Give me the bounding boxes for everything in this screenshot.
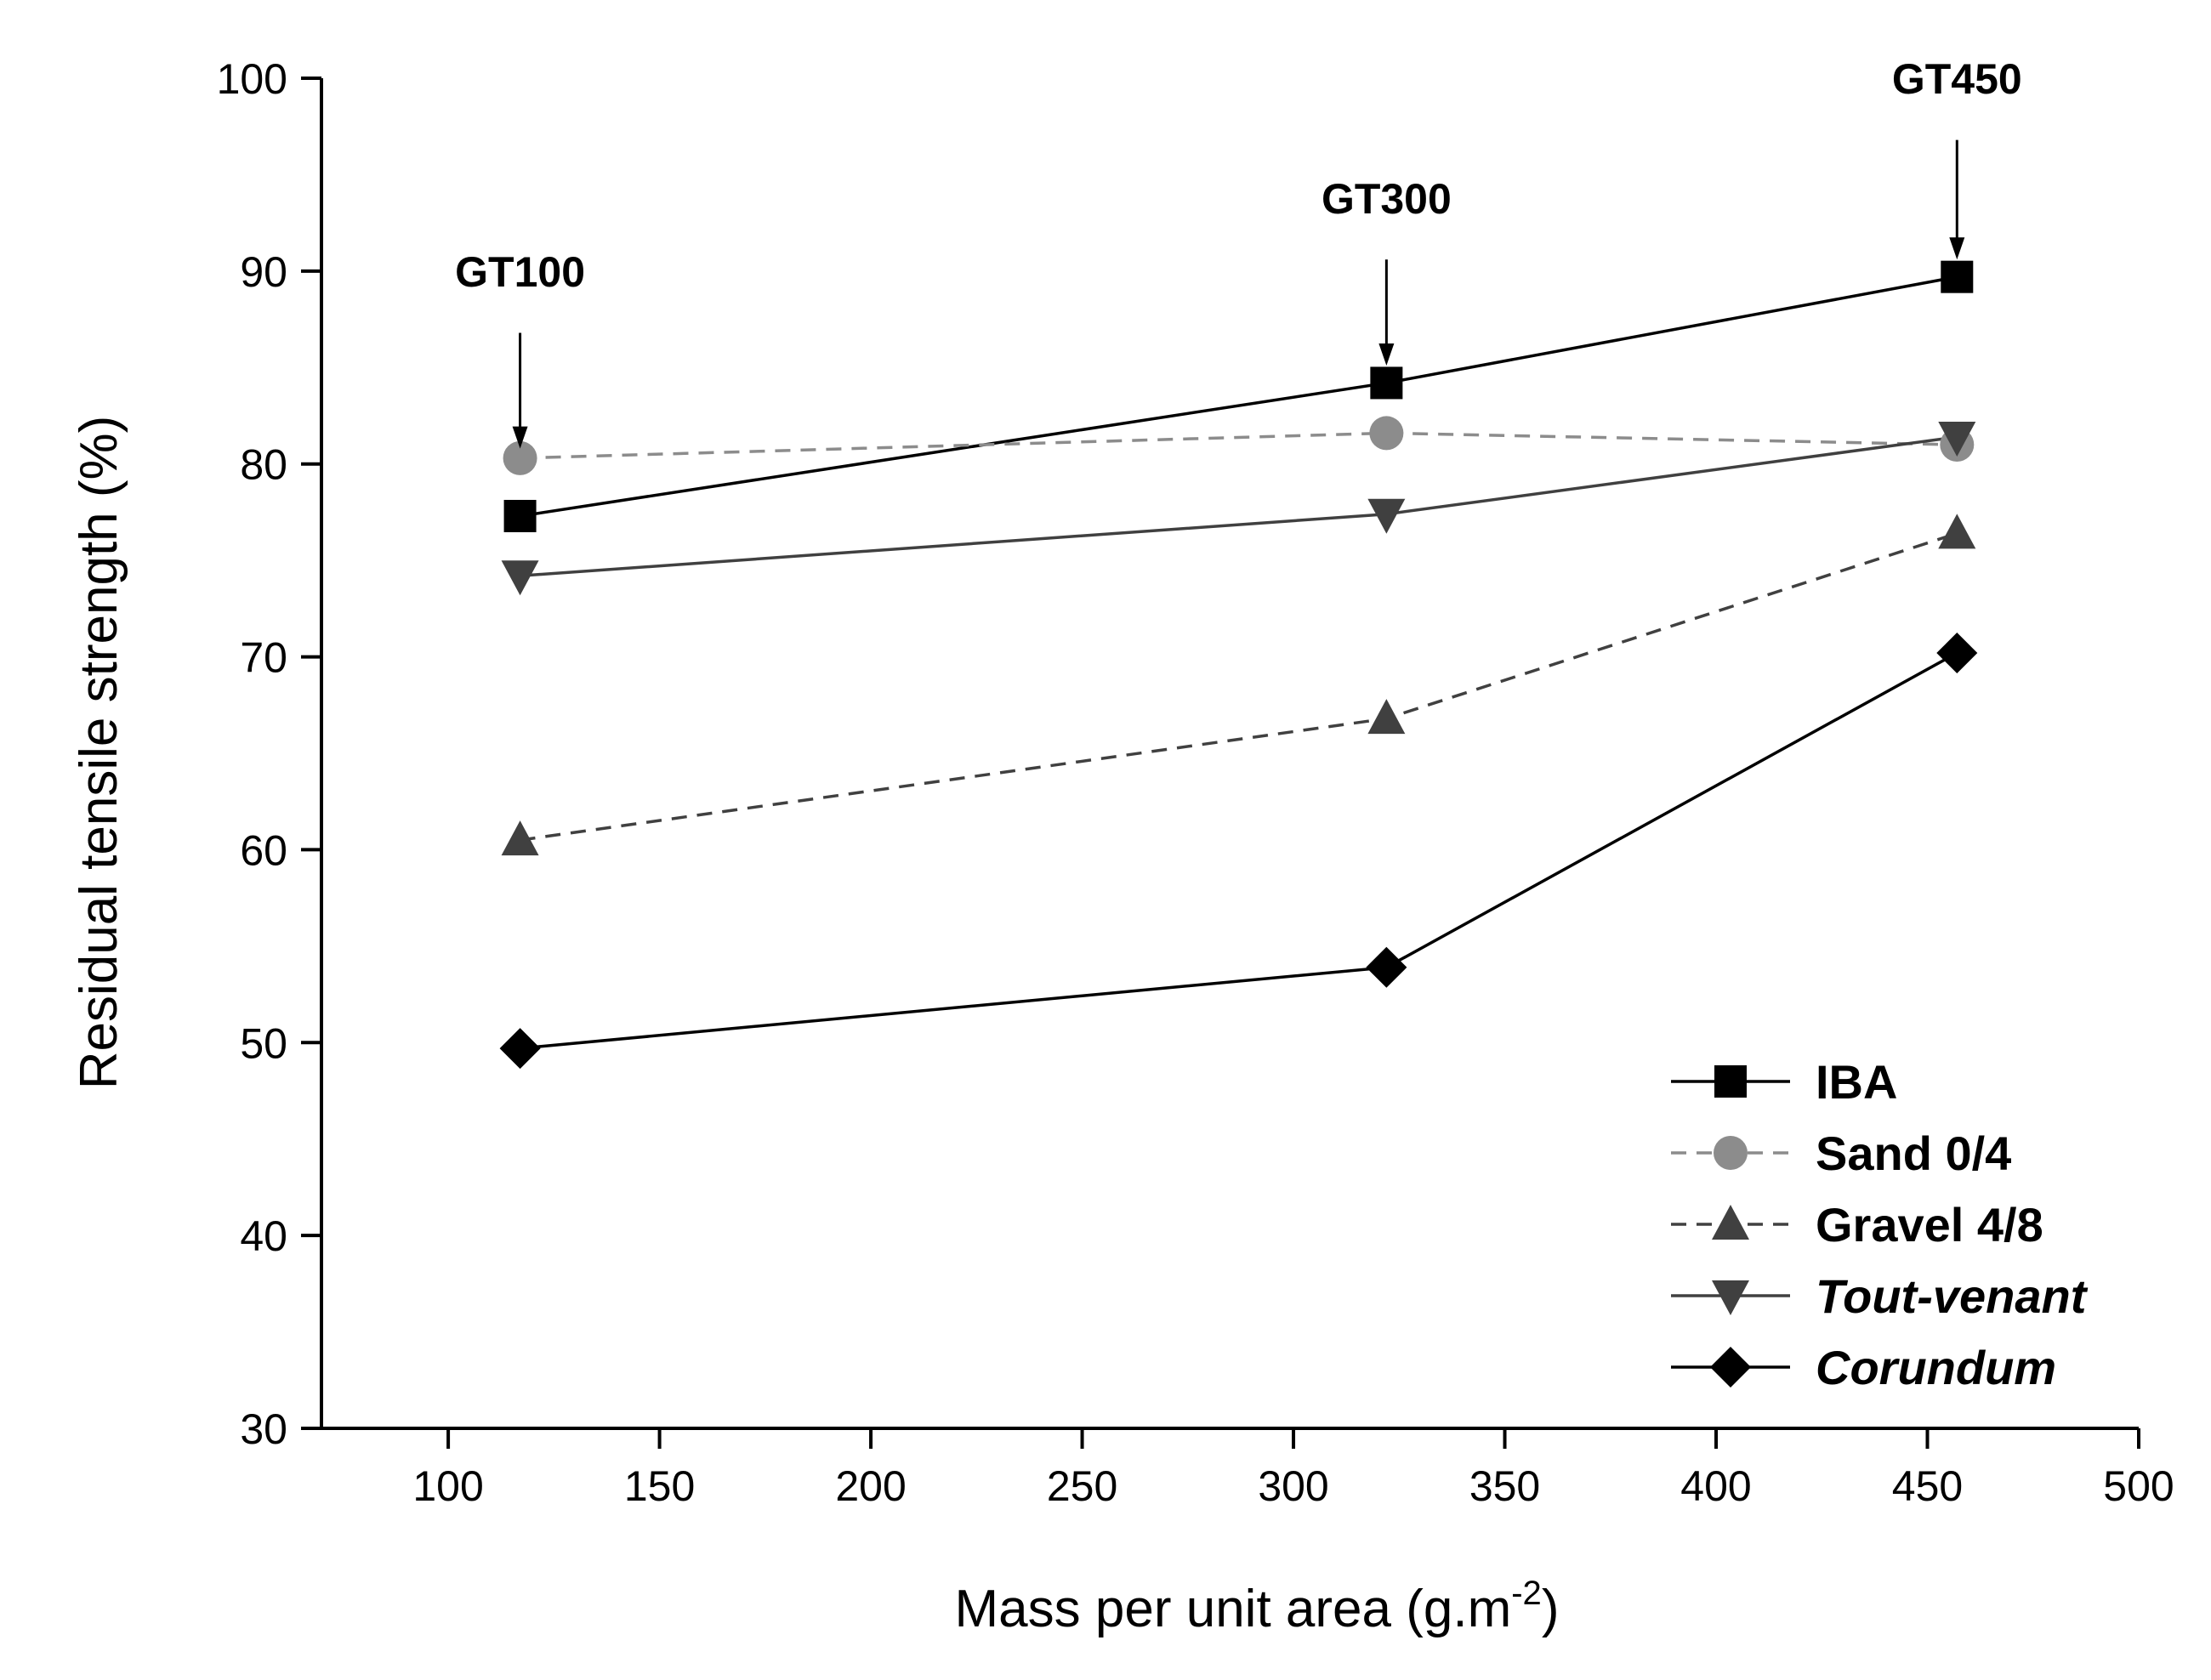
- y-tick-label: 50: [240, 1019, 287, 1067]
- legend-label-tout-venant: Tout-venant: [1816, 1269, 2089, 1323]
- data-point-corundum: [499, 1028, 541, 1070]
- legend-marker-gravel-4-8: [1712, 1205, 1749, 1240]
- data-point-tout-venant: [501, 560, 539, 596]
- data-point-gravel-4-8: [501, 820, 539, 856]
- legend-marker-corundum: [1710, 1347, 1751, 1388]
- x-axis-title: Mass per unit area (g.m-2): [955, 1575, 1560, 1638]
- legend-label-gravel-4-8: Gravel 4/8: [1816, 1198, 2043, 1251]
- series-line-iba: [520, 275, 1958, 518]
- x-tick-label: 400: [1680, 1462, 1751, 1510]
- series-line-corundum: [520, 651, 1958, 1050]
- x-tick-label: 150: [624, 1462, 695, 1510]
- y-tick-label: 90: [240, 248, 287, 296]
- legend-label-sand-0-4: Sand 0/4: [1816, 1127, 2011, 1180]
- data-point-iba: [1941, 260, 1974, 293]
- y-axis-title: Residual tensile strength (%): [70, 416, 128, 1090]
- annotations: GT100 GT300 GT450: [455, 55, 2022, 449]
- series-markers: [499, 260, 1978, 1070]
- legend-label-iba: IBA: [1816, 1055, 1897, 1109]
- annotation-arrowhead-gt450: [1949, 237, 1965, 260]
- series-line-sand-0-4: [520, 431, 1958, 460]
- data-point-sand-0-4: [503, 440, 537, 475]
- axes: [320, 78, 2139, 1430]
- x-tick-label: 100: [412, 1462, 483, 1510]
- x-tick-label: 450: [1892, 1462, 1963, 1510]
- x-tick-label: 300: [1258, 1462, 1328, 1510]
- legend-marker-iba: [1714, 1065, 1747, 1098]
- annotation-label-gt100: GT100: [455, 248, 585, 296]
- y-tick-label: 70: [240, 634, 287, 682]
- data-point-corundum: [1936, 633, 1978, 674]
- y-tick-label: 40: [240, 1212, 287, 1260]
- annotation-label-gt450: GT450: [1892, 55, 2022, 103]
- legend-marker-tout-venant: [1712, 1280, 1749, 1315]
- data-point-gravel-4-8: [1367, 699, 1406, 735]
- data-point-gravel-4-8: [1938, 514, 1976, 549]
- x-tick-label: 350: [1469, 1462, 1540, 1510]
- series-line-gravel-4-8: [520, 531, 1958, 842]
- annotation-label-gt300: GT300: [1321, 175, 1452, 223]
- y-tick-label: 60: [240, 826, 287, 874]
- legend: IBA Sand 0/4 Gravel 4/8 Tout-venant Corundum: [1671, 1055, 2089, 1394]
- y-tick-label: 100: [217, 55, 287, 103]
- legend-marker-sand-0-4: [1714, 1136, 1748, 1170]
- data-point-tout-venant: [1367, 498, 1406, 534]
- x-tick-label: 200: [835, 1462, 906, 1510]
- y-tick-label: 30: [240, 1405, 287, 1453]
- data-point-corundum: [1366, 946, 1407, 988]
- x-tick-label: 250: [1047, 1462, 1117, 1510]
- data-point-iba: [1370, 366, 1403, 400]
- x-tick-label: 500: [2103, 1462, 2174, 1510]
- annotation-arrowhead-gt100: [512, 426, 528, 449]
- x-ticks: 100 150 200 250 300 350 400 450 500: [412, 1428, 2174, 1510]
- annotation-arrowhead-gt300: [1378, 343, 1395, 366]
- y-tick-label: 80: [240, 441, 287, 489]
- series-line-tout-venant: [520, 435, 1958, 578]
- data-point-tout-venant: [1938, 421, 1976, 457]
- series-lines: [520, 275, 1958, 1050]
- legend-label-corundum: Corundum: [1816, 1341, 2056, 1394]
- y-ticks: 30 40 50 60 70 80 90 100: [217, 55, 321, 1453]
- data-point-sand-0-4: [1369, 416, 1404, 451]
- data-point-iba: [503, 499, 537, 532]
